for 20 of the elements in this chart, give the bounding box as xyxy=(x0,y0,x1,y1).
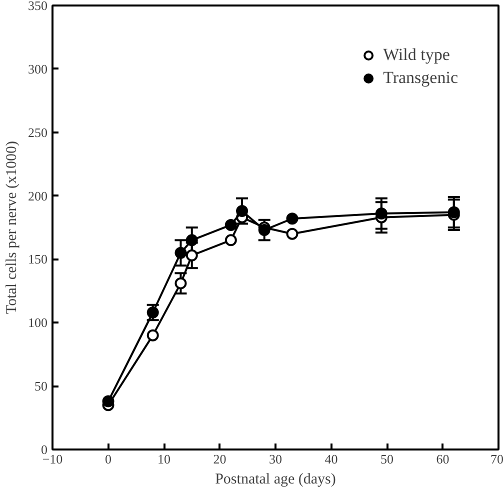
x-tick-label: 0 xyxy=(105,452,112,466)
y-axis-title: Total cells per nerve (x1000) xyxy=(4,140,20,314)
x-tick-label: 60 xyxy=(436,452,450,466)
y-tick-label: 150 xyxy=(28,252,48,267)
legend-label: Transgenic xyxy=(383,68,458,88)
y-tick-label: 0 xyxy=(41,442,48,457)
x-tick-label: 30 xyxy=(269,452,282,466)
x-tick-label: 40 xyxy=(324,452,338,466)
legend-label: Wild type xyxy=(383,45,450,65)
x-tick-label: 20 xyxy=(213,452,226,466)
x-tick-label: 50 xyxy=(380,452,394,466)
y-tick-label: 50 xyxy=(34,378,48,394)
y-tick-label: 250 xyxy=(28,124,48,140)
y-tick-label: 300 xyxy=(28,61,48,76)
x-axis-title: Postnatal age (days) xyxy=(215,472,336,488)
y-tick-label: 350 xyxy=(28,0,48,13)
y-tick-label: 100 xyxy=(28,315,48,330)
y-tick-label: 200 xyxy=(28,188,48,204)
x-tick-label: 10 xyxy=(158,452,170,466)
x-tick-label: 70 xyxy=(490,452,503,466)
